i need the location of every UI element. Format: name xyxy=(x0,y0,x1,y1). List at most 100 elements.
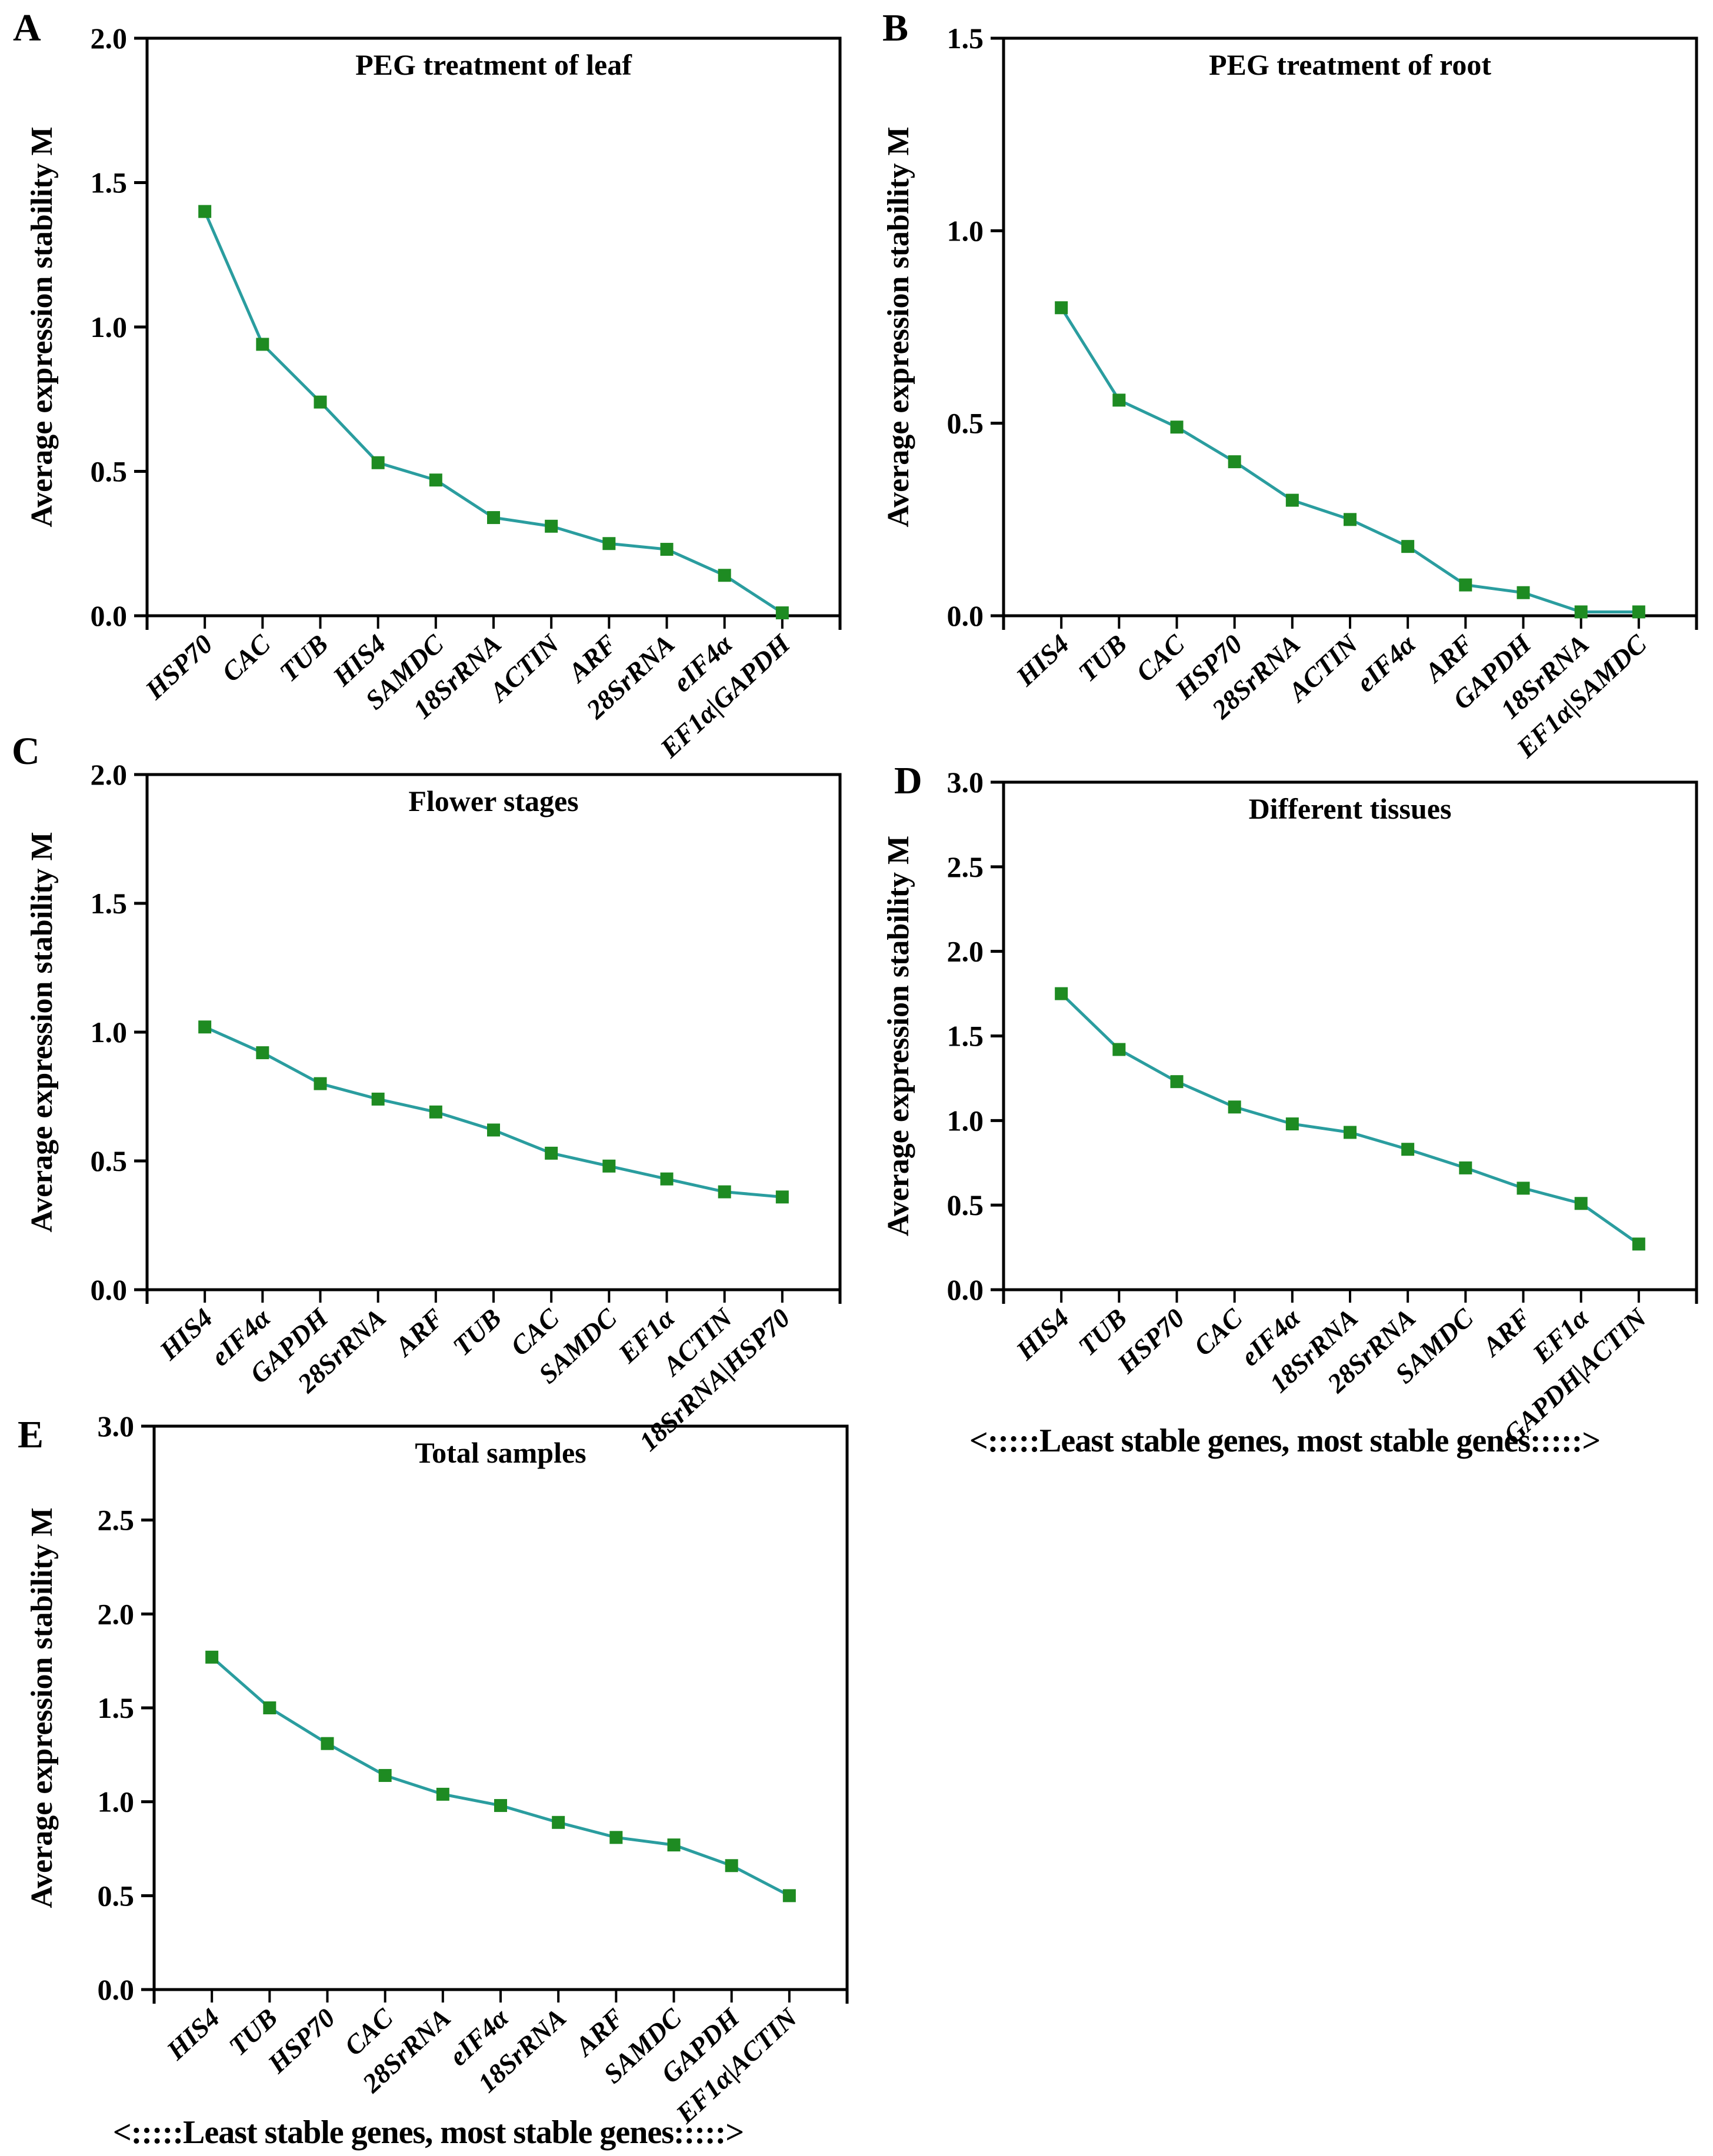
y-tick-label: 2.5 xyxy=(98,1504,135,1537)
x-tick-label: ARF xyxy=(388,1303,449,1363)
data-point-marker xyxy=(545,1146,558,1160)
series-line xyxy=(1060,992,1640,1246)
data-point-marker xyxy=(775,606,789,620)
y-tick-label: 0.5 xyxy=(947,1189,984,1221)
panel-letter-d: D xyxy=(894,759,922,802)
data-point-marker xyxy=(609,1831,623,1844)
data-point-marker xyxy=(1459,1161,1472,1174)
data-point-marker xyxy=(1344,513,1357,526)
plot-box xyxy=(1002,780,1698,1291)
y-tick-label: 3.0 xyxy=(947,766,984,799)
y-tick-label: 2.0 xyxy=(91,22,128,55)
chart-title: Flower stages xyxy=(408,785,578,817)
x-tick-label: CAC xyxy=(216,628,276,687)
data-point-marker xyxy=(205,1650,219,1664)
x-tick-label: HIS4 xyxy=(1010,1303,1075,1366)
data-point-marker xyxy=(602,1159,616,1173)
data-point-marker xyxy=(198,1020,212,1034)
data-point-marker xyxy=(1285,493,1299,507)
chart-title: PEG treatment of root xyxy=(1209,48,1491,81)
data-point-marker xyxy=(782,1889,796,1903)
y-tick-label: 1.5 xyxy=(91,887,128,920)
data-point-marker xyxy=(429,473,442,487)
y-axis-title: Average expression stability M xyxy=(25,126,59,527)
y-axis-title: Average expression stability M xyxy=(882,836,915,1236)
y-axis-title: Average expression stability M xyxy=(882,126,915,527)
panel-letter-e: E xyxy=(18,1413,44,1456)
data-point-marker xyxy=(263,1701,276,1714)
y-axis-title: Average expression stability M xyxy=(25,1507,59,1908)
x-tick-label: ARF xyxy=(1475,1303,1537,1363)
data-point-marker xyxy=(602,537,616,550)
y-tick-label: 0.0 xyxy=(91,1273,128,1306)
panel-d-different-tissues: D 0.0 0.5 1.0 1.5 2.0 2.5 3.0 HIS4 TUB HSP70 CAC eI… xyxy=(856,729,1713,1453)
chart-different-tissues: 0.00.51.01.52.02.53.0HIS4TUBHSP70CACeIF4… xyxy=(882,766,1698,1450)
y-tick-label: 1.5 xyxy=(98,1691,135,1724)
y-tick-label: 0.0 xyxy=(947,1273,984,1306)
data-point-marker xyxy=(1112,1043,1126,1056)
data-point-marker xyxy=(718,569,731,582)
data-point-marker xyxy=(429,1105,442,1119)
data-point-marker xyxy=(1632,605,1645,619)
x-tick-label: HIS4 xyxy=(1010,629,1075,692)
data-point-marker xyxy=(1228,455,1241,469)
series-line xyxy=(203,211,784,615)
x-tick-label: HIS4 xyxy=(161,2003,225,2066)
chart-title: PEG treatment of leaf xyxy=(355,48,632,81)
y-tick-label: 1.0 xyxy=(91,1016,128,1049)
data-point-marker xyxy=(256,1046,269,1060)
plot-box xyxy=(152,1424,849,1991)
data-point-marker xyxy=(660,543,674,556)
data-point-marker xyxy=(198,205,212,218)
data-point-marker xyxy=(1170,420,1184,434)
y-tick-label: 3.0 xyxy=(98,1410,135,1443)
chart-peg-treatment-of-leaf: 0.00.51.01.52.0HSP70CACTUBHIS4SAMDC18SrR… xyxy=(25,22,842,764)
y-tick-label: 0.0 xyxy=(947,599,984,632)
data-point-marker xyxy=(1055,987,1068,1000)
data-point-marker xyxy=(494,1799,507,1813)
data-point-marker xyxy=(371,1092,385,1106)
series-line xyxy=(1060,306,1639,613)
data-point-marker xyxy=(321,1737,334,1750)
panel-c-flower-stages: C 0.0 0.5 1.0 1.5 2.0 HIS4 eIF4α GAPDH 28SrRNA AR… xyxy=(0,729,856,1457)
panel-b-peg-root: B 0.0 0.5 1.0 1.5 HIS4 TUB CAC HSP70 28SrRNA ACTI… xyxy=(856,0,1713,764)
plot-box xyxy=(145,773,842,1291)
data-point-marker xyxy=(378,1768,392,1782)
y-tick-label: 0.5 xyxy=(91,1144,128,1177)
data-point-marker xyxy=(660,1172,674,1186)
data-point-marker xyxy=(1517,586,1530,599)
data-point-marker xyxy=(314,395,327,409)
data-point-marker xyxy=(1344,1126,1357,1139)
chart-title: Total samples xyxy=(415,1436,586,1469)
y-tick-label: 0.5 xyxy=(98,1879,135,1912)
y-tick-label: 0.5 xyxy=(91,455,128,488)
x-tick-label: HSP70 xyxy=(1111,1303,1191,1379)
y-tick-label: 1.0 xyxy=(947,1104,984,1137)
data-point-marker xyxy=(314,1077,327,1090)
series-line xyxy=(211,1656,790,1897)
panel-letter-c: C xyxy=(12,730,40,773)
y-tick-label: 1.0 xyxy=(947,214,984,247)
data-point-marker xyxy=(371,456,385,469)
data-point-marker xyxy=(1055,301,1068,315)
y-tick-label: 2.0 xyxy=(91,758,128,791)
y-tick-label: 1.5 xyxy=(947,1020,984,1053)
x-tick-label: HIS4 xyxy=(154,1303,218,1366)
data-point-marker xyxy=(1112,393,1126,407)
y-tick-label: 0.0 xyxy=(98,1973,135,2006)
y-tick-label: 0.5 xyxy=(947,407,984,440)
y-tick-label: 0.0 xyxy=(91,599,128,632)
y-tick-label: 1.5 xyxy=(947,22,984,55)
x-tick-label: eIF4α xyxy=(1350,628,1422,697)
data-point-marker xyxy=(1285,1117,1299,1131)
y-tick-label: 1.0 xyxy=(98,1785,135,1818)
panel-e-total-samples: E 0.0 0.5 1.0 1.5 2.0 2.5 3.0 HIS4 TUB HSP70 CAC 28… xyxy=(0,1406,856,2156)
data-point-marker xyxy=(1401,540,1415,553)
data-point-marker xyxy=(1574,1197,1588,1210)
y-tick-label: 2.0 xyxy=(947,935,984,968)
data-point-marker xyxy=(1459,578,1472,592)
data-point-marker xyxy=(667,1838,681,1852)
data-point-marker xyxy=(545,519,558,533)
stability-direction-caption-bottom: <:::::Least stable genes, most stable ge… xyxy=(112,2114,744,2151)
